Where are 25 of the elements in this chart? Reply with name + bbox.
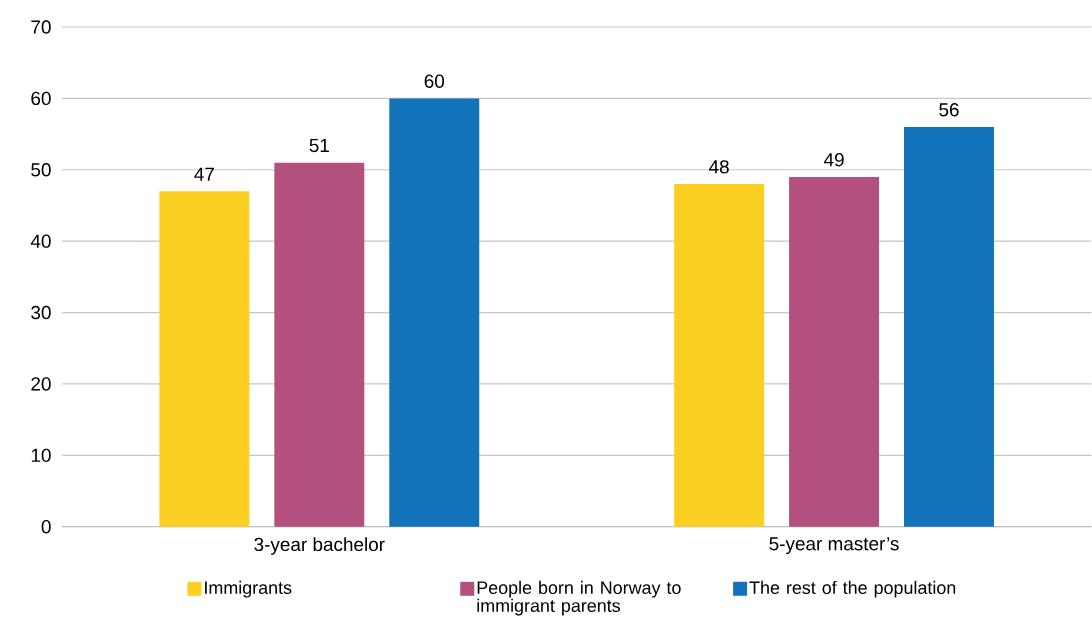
- y-tick-label: 0: [41, 520, 51, 534]
- legend-label: The rest of the population: [749, 581, 956, 598]
- data-label: 47: [194, 167, 214, 181]
- data-label: 51: [309, 139, 329, 153]
- data-label: 48: [709, 160, 729, 174]
- x-tick-label: 3-year bachelor: [254, 537, 385, 556]
- y-tick-label: 70: [31, 20, 51, 34]
- bar: [159, 191, 250, 527]
- y-tick-label: 60: [31, 91, 51, 106]
- y-tick-label: 10: [31, 448, 51, 463]
- bar: [674, 184, 765, 527]
- bar: [274, 162, 365, 527]
- bar: [389, 98, 480, 527]
- data-label: 49: [823, 153, 844, 167]
- y-tick-label: 30: [31, 306, 51, 320]
- bar: [789, 177, 880, 527]
- x-tick-label: 5-year master’s: [769, 537, 899, 555]
- legend-label: Immigrants: [205, 581, 292, 598]
- y-tick-label: 40: [30, 234, 51, 249]
- y-tick-label: 50: [31, 163, 51, 177]
- data-label: 56: [939, 103, 959, 117]
- data-label: 60: [424, 74, 445, 89]
- legend-label: People born in Norway to immigrant parents: [477, 581, 681, 616]
- y-tick-label: 20: [31, 377, 51, 391]
- bar: [904, 127, 994, 527]
